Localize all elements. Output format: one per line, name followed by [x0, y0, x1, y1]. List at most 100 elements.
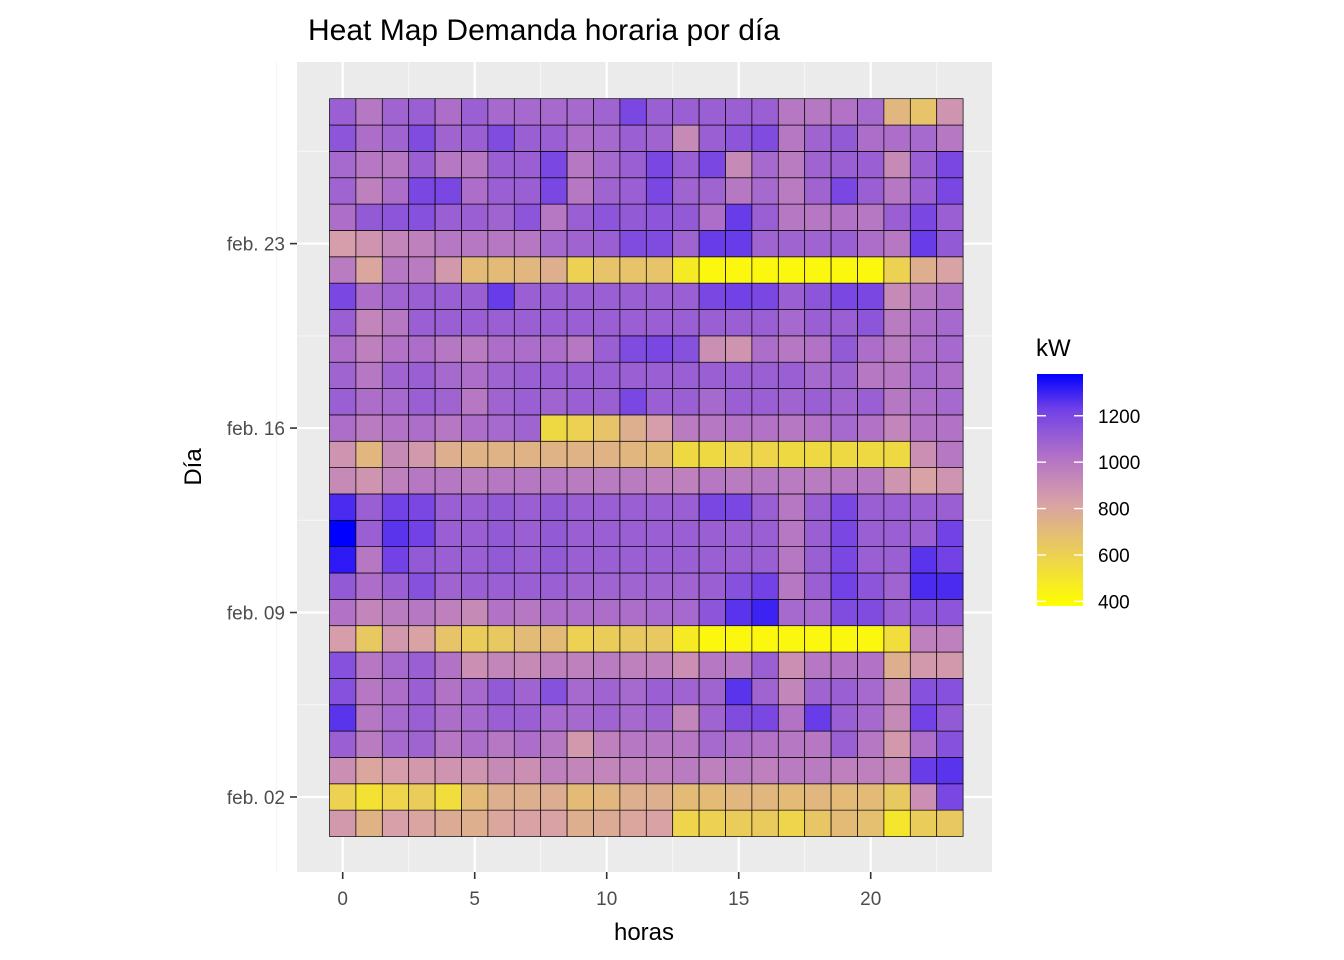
heatmap-cell [751, 678, 779, 706]
heatmap-cell [698, 98, 726, 126]
heatmap-cell [698, 124, 726, 152]
heatmap-cell [461, 651, 489, 679]
heatmap-cell [909, 651, 938, 679]
heatmap-cell [883, 98, 911, 126]
legend-title: kW [1036, 335, 1071, 362]
heatmap-cell [381, 625, 410, 653]
heatmap-cell [698, 282, 726, 310]
heatmap-cell [909, 467, 938, 495]
heatmap-cell [408, 124, 436, 152]
heatmap-cell [777, 414, 806, 442]
heatmap-cell [540, 519, 568, 547]
heatmap-cell [830, 388, 858, 416]
heatmap-cell [857, 98, 885, 126]
heatmap-cell [936, 124, 964, 152]
heatmap-cell [540, 730, 568, 758]
heatmap-cell [355, 361, 383, 389]
heatmap-cell [672, 678, 700, 706]
heatmap-cell [461, 282, 489, 310]
heatmap-cell [804, 151, 832, 179]
y-axis-title: Día [180, 448, 207, 486]
heatmap-cell [408, 519, 436, 547]
heatmap-cell [355, 124, 383, 152]
heatmap-cell [540, 388, 568, 416]
heatmap-cell [751, 388, 779, 416]
heatmap-cell [936, 809, 964, 837]
heatmap-cell [804, 519, 832, 547]
heatmap-cell [883, 361, 911, 389]
heatmap-cell [329, 256, 357, 284]
heatmap-cell [830, 256, 858, 284]
heatmap-cell [698, 678, 726, 706]
heatmap-cell [672, 98, 700, 126]
heatmap-cell [461, 730, 489, 758]
heatmap-cell [672, 440, 700, 468]
heatmap-cell [725, 783, 753, 811]
heatmap-cell [540, 230, 568, 258]
heatmap-cell [645, 230, 674, 258]
heatmap-cell [434, 519, 462, 547]
heatmap-cell [566, 546, 594, 574]
heatmap-cell [381, 678, 410, 706]
heatmap-cell [672, 809, 700, 837]
heatmap-cell [355, 678, 383, 706]
heatmap-cell [593, 809, 621, 837]
heatmap-cell [434, 124, 462, 152]
heatmap-cell [487, 757, 515, 785]
x-tick-label: 10 [596, 889, 617, 910]
heatmap-cell [777, 783, 806, 811]
heatmap-cell [619, 625, 647, 653]
heatmap-cell [751, 124, 779, 152]
heatmap-cell [408, 783, 436, 811]
heatmap-cell [883, 598, 911, 627]
heatmap-cell [540, 651, 568, 679]
legend-break-label: 400 [1098, 592, 1130, 613]
heatmap-cell [381, 361, 410, 389]
heatmap-cell [698, 572, 726, 600]
heatmap-cell [725, 309, 753, 337]
heatmap-cell [883, 309, 911, 337]
x-tick-label: 5 [469, 889, 480, 910]
heatmap-cell [566, 230, 594, 258]
heatmap-cell [487, 467, 515, 495]
heatmap-cell [355, 783, 383, 811]
heatmap-cell [619, 414, 647, 442]
heatmap-cell [487, 572, 515, 600]
heatmap-cell [461, 124, 489, 152]
heatmap-cell [487, 440, 515, 468]
heatmap-cell [751, 151, 779, 179]
heatmap-cell [830, 651, 858, 679]
heatmap-cell [883, 730, 911, 758]
heatmap-cell [830, 678, 858, 706]
heatmap-tiles [329, 98, 964, 837]
heatmap-cell [487, 598, 515, 627]
heatmap-cell [487, 309, 515, 337]
heatmap-cell [857, 309, 885, 337]
heatmap-cell [936, 388, 964, 416]
heatmap-cell [883, 651, 911, 679]
heatmap-cell [329, 783, 357, 811]
heatmap-cell [698, 230, 726, 258]
heatmap-cell [434, 440, 462, 468]
heatmap-cell [883, 809, 911, 837]
heatmap-cell [434, 493, 462, 521]
heatmap-cell [513, 519, 542, 547]
heatmap-cell [672, 230, 700, 258]
legend-break-label: 1200 [1098, 407, 1140, 428]
heatmap-cell [593, 282, 621, 310]
heatmap-cell [698, 809, 726, 837]
heatmap-cell [487, 177, 515, 205]
heatmap-cell [408, 230, 436, 258]
heatmap-cell [381, 651, 410, 679]
heatmap-cell [619, 388, 647, 416]
heatmap-cell [883, 467, 911, 495]
heatmap-cell [909, 151, 938, 179]
heatmap-cell [909, 414, 938, 442]
heatmap-cell [434, 625, 462, 653]
heatmap-cell [355, 151, 383, 179]
heatmap-cell [381, 282, 410, 310]
heatmap-cell [830, 572, 858, 600]
heatmap-cell [513, 124, 542, 152]
heatmap-cell [619, 440, 647, 468]
